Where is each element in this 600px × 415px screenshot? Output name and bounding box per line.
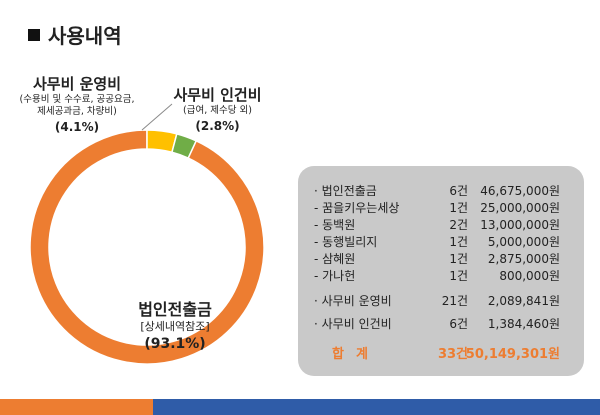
operating-cost-detail-1: (수용비 및 수수료, 공공요금,: [19, 93, 135, 105]
operating-cost-title: 사무비 운영비: [32, 75, 122, 93]
total-label: 합계: [332, 347, 380, 362]
table-row: - 가나헌 1건 800,000원: [298, 267, 584, 285]
row-amount: 800,000원: [499, 269, 560, 283]
row-amount: 25,000,000원: [480, 201, 560, 215]
row-count: 1건: [449, 252, 468, 266]
table-row: · 법인전출금 6건 46,675,000원: [298, 182, 584, 200]
row-amount: 5,000,000원: [487, 235, 560, 249]
labor-cost-slice: [171, 132, 198, 160]
row-amount: 2,875,000원: [487, 252, 560, 266]
summary-panel: · 법인전출금 6건 46,675,000원 - 꿈을키우는세상 1건 25,0…: [298, 166, 584, 376]
table-row: - 동백원 2건 13,000,000원: [298, 216, 584, 234]
row-name: - 가나헌: [314, 269, 356, 283]
row-name: · 사무비 운영비: [314, 294, 392, 308]
table-row: - 삼혜원 1건 2,875,000원: [298, 250, 584, 268]
row-amount: 13,000,000원: [480, 218, 560, 232]
total-count: 33건: [437, 347, 468, 362]
row-count: 2건: [449, 218, 468, 232]
page-title: 사용내역: [28, 20, 122, 49]
corp-transfer-label: 법인전출금 [상세내역참조] (93.1%): [95, 300, 255, 353]
corp-transfer-detail: [상세내역참조]: [140, 320, 210, 333]
row-name: - 꿈을키우는세상: [314, 201, 400, 215]
total-row: 합계 33건 50,149,301원: [298, 343, 584, 362]
square-bullet-icon: [28, 28, 40, 41]
row-count: 1건: [449, 269, 468, 283]
row-count: 6건: [449, 317, 468, 331]
footer-orange-bar: [0, 399, 153, 415]
total-amount: 50,149,301원: [465, 347, 560, 362]
table-row: - 동행빌리지 1건 5,000,000원: [298, 233, 584, 251]
table-row: · 사무비 운영비 21건 2,089,841원: [298, 292, 584, 310]
row-amount: 46,675,000원: [480, 184, 560, 198]
labor-cost-title: 사무비 인건비: [173, 86, 262, 104]
row-count: 6건: [449, 184, 468, 198]
table-row: · 사무비 인건비 6건 1,384,460원: [298, 315, 584, 333]
row-name: · 사무비 인건비: [314, 317, 392, 331]
corp-transfer-slice: [29, 129, 265, 365]
operating-cost-detail-2: 제세공과금, 차량비): [37, 105, 117, 117]
labor-cost-label: 사무비 인건비 (급여, 제수당 외) (2.8%): [160, 86, 275, 134]
row-count: 1건: [449, 235, 468, 249]
footer-blue-bar: [153, 399, 600, 415]
row-name: - 삼혜원: [314, 252, 356, 266]
row-amount: 1,384,460원: [487, 317, 560, 331]
row-count: 21건: [441, 294, 468, 308]
labor-leader-line: [141, 103, 173, 131]
operating-cost-label: 사무비 운영비 (수용비 및 수수료, 공공요금, 제세공과금, 차량비) (4…: [2, 75, 152, 135]
row-name: · 법인전출금: [314, 184, 377, 198]
page-title-text: 사용내역: [48, 24, 122, 48]
table-row: - 꿈을키우는세상 1건 25,000,000원: [298, 199, 584, 217]
operating-cost-percent: (4.1%): [54, 119, 100, 134]
row-amount: 2,089,841원: [487, 294, 560, 308]
row-name: - 동행빌리지: [314, 235, 378, 249]
corp-transfer-percent: (93.1%): [144, 335, 206, 352]
row-name: - 동백원: [314, 218, 356, 232]
corp-transfer-title: 법인전출금: [138, 300, 212, 319]
labor-cost-percent: (2.8%): [195, 118, 240, 133]
labor-cost-detail: (급여, 제수당 외): [183, 104, 252, 116]
row-count: 1건: [449, 201, 468, 215]
